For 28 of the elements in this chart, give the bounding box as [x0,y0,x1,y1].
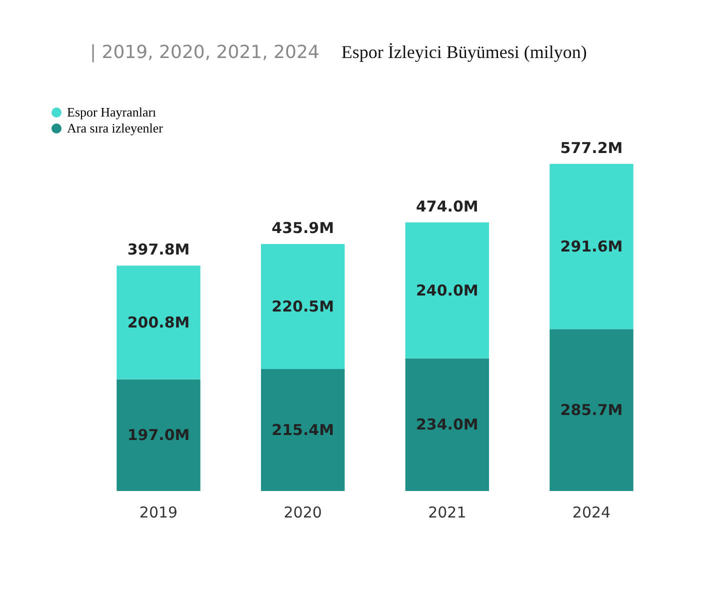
chart-title: Espor İzleyici Büyümesi (milyon) [341,42,587,62]
data-label: 215.4M [272,420,334,439]
data-label: 240.0M [416,281,478,300]
x-tick-label: 2021 [428,504,466,522]
bar [550,164,634,330]
total-label: 577.2M [560,138,623,157]
bar [116,266,200,380]
chart-subtitle: | 2019, 2020, 2021, 2024 [90,42,320,63]
bar [405,222,490,358]
bar [260,244,345,369]
bar [550,329,634,491]
data-label: 285.7M [560,401,623,420]
data-label: 220.5M [272,297,334,316]
x-tick-label: 2024 [572,504,611,522]
total-label: 474.0M [416,197,478,216]
data-label: 200.8M [127,313,190,332]
bar [116,379,200,491]
data-label: 234.0M [416,416,478,434]
legend-label: Ara sıra izleyenler [67,120,164,136]
data-label: 291.6M [560,237,623,256]
total-label: 397.8M [127,240,190,259]
total-label: 435.9M [272,218,334,237]
bar [260,368,345,491]
x-tick-label: 2019 [139,504,178,522]
bar [405,358,490,491]
data-label: 197.0M [127,426,190,444]
x-tick-label: 2020 [284,504,322,522]
legend-label: Espor Hayranları [67,104,157,120]
